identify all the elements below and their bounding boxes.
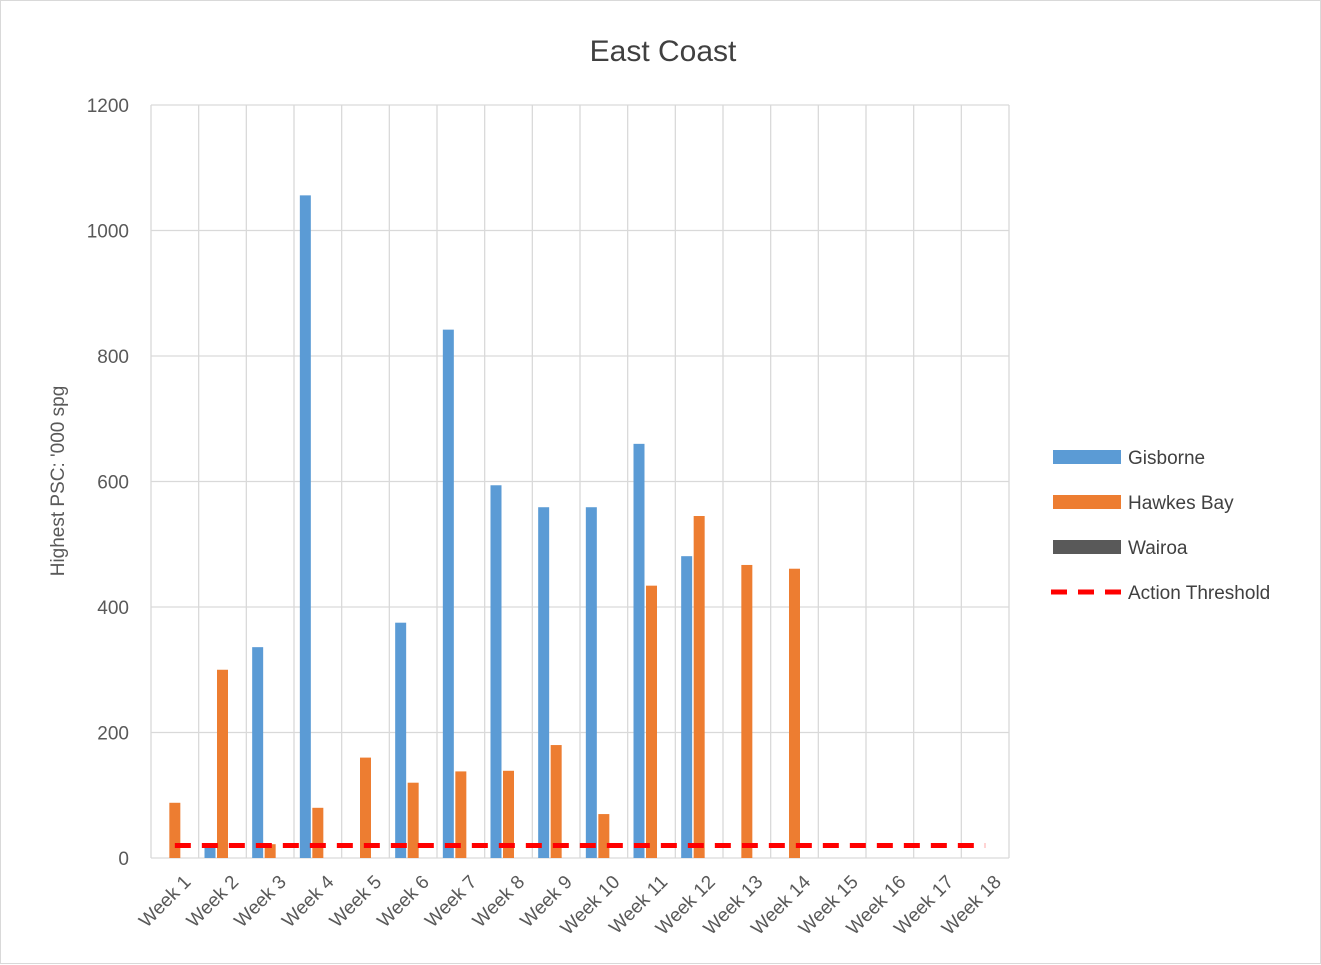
gridlines xyxy=(150,104,1010,859)
bar-gisborne xyxy=(204,844,216,858)
y-axis-label: Highest PSC: '000 spg xyxy=(48,386,69,577)
bar-gisborne xyxy=(252,647,264,858)
bar-hawkes-bay xyxy=(598,814,610,858)
bar-gisborne xyxy=(442,329,454,858)
x-tick-label: Week 7 xyxy=(421,872,481,932)
y-tick-label: 1200 xyxy=(87,96,129,117)
y-tick-label: 600 xyxy=(97,473,129,494)
bar-hawkes-bay xyxy=(789,568,800,858)
bar-hawkes-bay xyxy=(264,844,276,858)
y-tick-label: 800 xyxy=(97,347,129,368)
bar-gisborne xyxy=(585,507,597,858)
bar-gisborne xyxy=(395,622,407,858)
bar-gisborne xyxy=(490,485,502,858)
bar-hawkes-bay xyxy=(693,516,705,858)
y-tick-label: 0 xyxy=(118,849,129,870)
legend-swatch xyxy=(1053,540,1121,554)
legend-swatch xyxy=(1053,450,1121,464)
bar-gisborne xyxy=(633,443,645,858)
x-tick-label: Week 5 xyxy=(326,872,386,932)
legend-label: Action Threshold xyxy=(1128,583,1270,604)
y-tick-label: 400 xyxy=(97,598,129,619)
bars xyxy=(169,195,800,859)
x-tick-label: Week 4 xyxy=(278,871,338,931)
x-tick-label: Week 6 xyxy=(374,872,434,932)
bar-gisborne xyxy=(299,195,311,859)
bar-hawkes-bay xyxy=(312,807,324,858)
bar-gisborne xyxy=(681,556,693,858)
bar-hawkes-bay xyxy=(217,669,228,858)
bar-hawkes-bay xyxy=(360,757,371,858)
x-tick-label: Week 2 xyxy=(183,872,243,932)
bar-gisborne xyxy=(538,507,550,858)
x-tick-label: Week 8 xyxy=(469,872,529,932)
legend-swatch xyxy=(1053,495,1121,509)
legend-label: Gisborne xyxy=(1128,448,1205,469)
x-tick-label: Week 1 xyxy=(135,872,195,932)
legend: Gisborne Hawkes Bay Wairoa Action Threshold xyxy=(1051,448,1270,604)
bar-hawkes-bay xyxy=(503,770,514,858)
legend-label: Wairoa xyxy=(1128,538,1188,559)
legend-label: Hawkes Bay xyxy=(1128,493,1234,514)
y-tick-label: 1000 xyxy=(87,222,129,243)
bar-hawkes-bay xyxy=(741,564,753,858)
x-tick-label: Week 3 xyxy=(231,872,291,932)
bar-hawkes-bay xyxy=(646,585,657,858)
y-tick-label: 200 xyxy=(97,724,129,745)
bar-hawkes-bay xyxy=(169,802,181,858)
chart-title: East Coast xyxy=(590,35,737,68)
y-tick-labels: 0 200 400 600 800 1000 1200 xyxy=(87,96,129,870)
bar-hawkes-bay xyxy=(407,782,419,858)
bar-hawkes-bay xyxy=(550,745,562,858)
bar-hawkes-bay xyxy=(455,771,467,858)
